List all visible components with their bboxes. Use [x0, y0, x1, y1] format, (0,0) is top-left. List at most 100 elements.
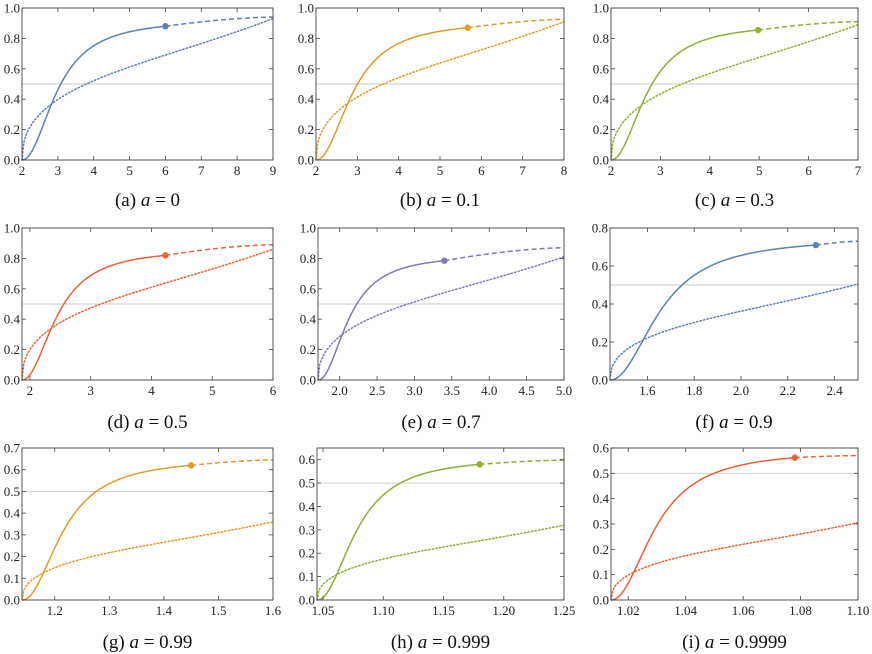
series-solid-line: [315, 27, 468, 161]
y-tick-label: 0.6: [300, 281, 317, 296]
x-tick-label: 8: [561, 163, 568, 178]
series-dashed-line: [165, 243, 273, 257]
x-tick-label: 1.10: [847, 603, 870, 618]
series-solid-line: [609, 244, 816, 381]
x-tick-label: 6: [478, 163, 485, 178]
y-tick-label: 0.1: [593, 567, 609, 582]
x-tick-label: 5: [209, 383, 216, 398]
x-tick-label: 7: [198, 163, 205, 178]
x-tick-label: 1.6: [639, 383, 656, 398]
plot-frame: [21, 447, 274, 601]
series-dotted-line: [610, 521, 859, 601]
x-tick-label: 2.0: [332, 383, 348, 398]
chart-panel: 2 3 4 5 6 7 8 0.0 0.2 0.4 0.6 0.8 1.0 (b) a = 0.1: [298, 1, 568, 212]
panel-caption: (b) a = 0.1: [400, 190, 480, 211]
series-marker-point: [476, 461, 483, 468]
series-dashed-line: [794, 454, 858, 459]
y-tick-label: 0.3: [299, 522, 315, 537]
panel-caption: (d) a = 0.5: [107, 412, 187, 433]
x-tick-label: 7: [855, 163, 862, 178]
series-marker-point: [464, 24, 471, 31]
x-tick-label: 6: [805, 163, 812, 178]
caption-label: (d): [107, 412, 134, 433]
y-tick-label: 0.0: [298, 153, 314, 168]
y-tick-label: 0.6: [4, 281, 21, 296]
y-tick-label: 0.4: [4, 312, 21, 327]
x-tick-label: 9: [270, 163, 277, 178]
series-dotted-line: [315, 20, 565, 161]
chart-panel: 2 3 4 5 6 7 8 9 0.0 0.2 0.4 0.6 0.8 1.0 (a) a = 0: [4, 1, 277, 212]
y-tick-label: 0.6: [593, 441, 610, 456]
series-solid-line: [316, 463, 480, 601]
caption-label: (i): [682, 632, 705, 653]
y-tick-label: 0.6: [592, 259, 609, 274]
y-tick-label: 1.0: [593, 1, 609, 16]
y-tick-label: 1.0: [4, 221, 20, 236]
x-tick-label: 5.0: [556, 383, 572, 398]
y-tick-label: 0.2: [4, 122, 20, 137]
y-tick-label: 0.0: [299, 593, 315, 608]
series-dashed-line: [758, 20, 858, 31]
y-tick-label: 0.2: [593, 122, 609, 137]
y-tick-label: 0.8: [593, 31, 609, 46]
caption-variable: a: [129, 632, 139, 653]
panel-caption: (a) a = 0: [115, 190, 180, 211]
series-dashed-line: [815, 240, 858, 246]
x-tick-label: 4: [395, 163, 402, 178]
x-tick-label: 7: [519, 163, 526, 178]
y-tick-label: 0.2: [4, 549, 20, 564]
caption-variable: a: [721, 190, 731, 211]
panel-caption: (h) a = 0.999: [391, 632, 490, 653]
y-tick-label: 1.0: [298, 1, 314, 16]
y-tick-label: 0.6: [593, 61, 610, 76]
panel-caption: (i) a = 0.9999: [682, 632, 787, 653]
series-dashed-line: [444, 247, 564, 262]
y-tick-label: 0.0: [4, 373, 20, 388]
plot-frame: [21, 7, 274, 161]
y-tick-label: 0.2: [592, 335, 608, 350]
x-tick-label: 2.2: [780, 383, 796, 398]
chart-panel: 2 3 4 5 6 7 0.0 0.2 0.4 0.6 0.8 1.0 (c) a = 0.3: [593, 1, 862, 212]
panel-caption: (g) a = 0.99: [103, 632, 193, 653]
x-tick-label: 6: [270, 383, 277, 398]
y-tick-label: 0.4: [592, 297, 609, 312]
y-tick-label: 0.6: [4, 462, 21, 477]
x-tick-label: 4.5: [518, 383, 534, 398]
x-tick-label: 5: [437, 163, 444, 178]
y-tick-label: 0.8: [592, 221, 608, 236]
x-tick-label: 8: [234, 163, 241, 178]
caption-value: = 0.1: [436, 190, 480, 211]
caption-label: (g): [103, 632, 130, 653]
x-tick-label: 3.5: [444, 383, 460, 398]
x-tick-label: 1.25: [553, 603, 576, 618]
caption-value: = 0.99: [139, 632, 192, 653]
x-tick-label: 1.06: [732, 603, 755, 618]
y-tick-label: 0.8: [300, 251, 316, 266]
x-tick-label: 2.0: [733, 383, 749, 398]
series-solid-line: [610, 29, 759, 161]
chart-panel: 1.02 1.04 1.06 1.08 1.10 0.0 0.1 0.2 0.3 0.4 0.5 0.…: [593, 441, 870, 654]
x-tick-label: 2.5: [369, 383, 385, 398]
caption-variable: a: [418, 632, 428, 653]
y-tick-label: 0.8: [4, 251, 20, 266]
series-dotted-line: [610, 23, 859, 161]
caption-label: (c): [695, 190, 721, 211]
plot-frame: [317, 227, 565, 381]
x-tick-label: 3: [657, 163, 664, 178]
x-tick-label: 3: [55, 163, 62, 178]
y-tick-label: 0.8: [298, 31, 314, 46]
panel-caption: (c) a = 0.3: [695, 190, 774, 211]
series-marker-point: [441, 257, 448, 264]
y-tick-label: 0.4: [593, 92, 610, 107]
caption-variable: a: [427, 190, 437, 211]
series-dotted-line: [609, 283, 859, 381]
y-tick-label: 0.3: [4, 527, 20, 542]
x-tick-label: 1.05: [312, 603, 335, 618]
x-tick-label: 1.2: [47, 603, 63, 618]
series-marker-point: [791, 454, 799, 461]
series-solid-line: [21, 25, 166, 161]
caption-label: (h): [391, 632, 418, 653]
y-tick-label: 0.0: [300, 373, 316, 388]
caption-label: (b): [400, 190, 427, 211]
